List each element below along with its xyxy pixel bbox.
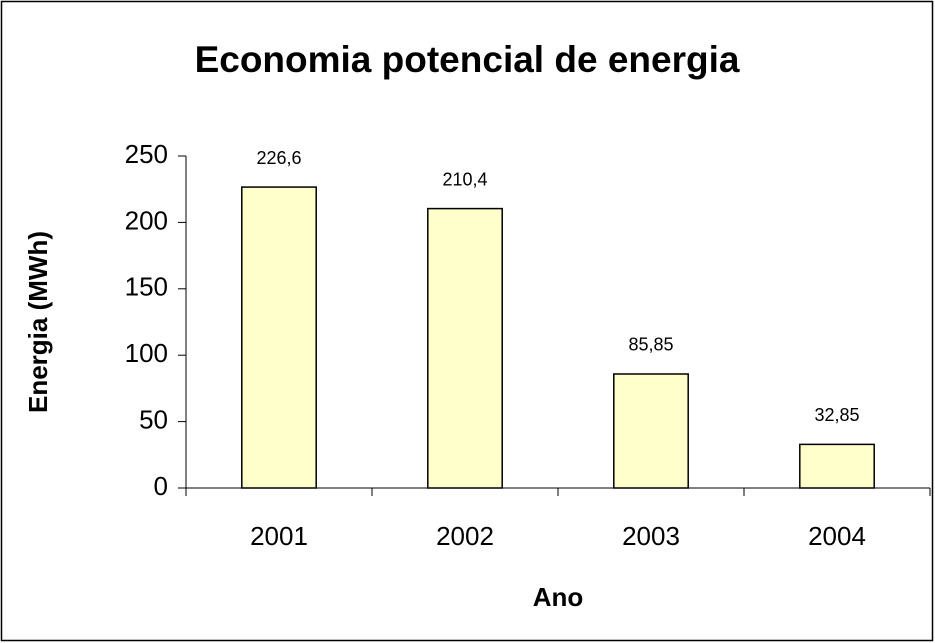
x-tick-label: 2002 (436, 521, 494, 551)
data-label: 210,4 (442, 169, 487, 189)
bar (613, 373, 689, 489)
y-tick-label: 250 (125, 139, 168, 169)
y-tick-label: 150 (125, 272, 168, 302)
y-tick-label: 50 (139, 404, 168, 434)
x-tick-label: 2001 (250, 521, 308, 551)
data-label: 226,6 (256, 148, 301, 168)
y-tick-label: 200 (125, 205, 168, 235)
bar (241, 186, 317, 489)
y-tick-label: 0 (154, 471, 168, 501)
data-label: 85,85 (628, 335, 673, 355)
data-label: 32,85 (814, 405, 859, 425)
x-tick-label: 2004 (808, 521, 866, 551)
y-axis-label: Energia (MWh) (23, 231, 53, 413)
x-tick-label: 2003 (622, 521, 680, 551)
x-axis-label: Ano (533, 582, 584, 612)
y-tick-label: 100 (125, 338, 168, 368)
bar (427, 207, 503, 489)
bar (799, 443, 875, 489)
chart-title: Economia potencial de energia (195, 39, 740, 80)
